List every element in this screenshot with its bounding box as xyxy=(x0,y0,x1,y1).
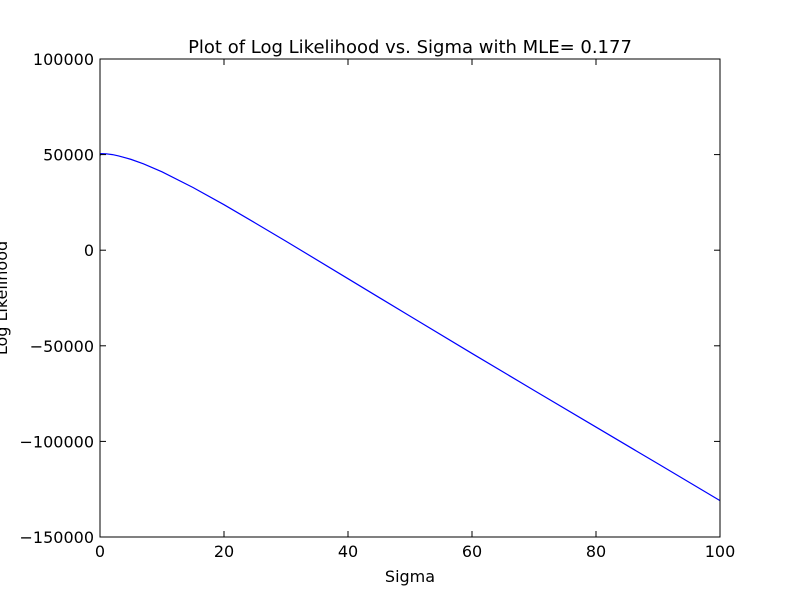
x-tick-label: 40 xyxy=(338,542,358,561)
x-tick-label: 60 xyxy=(462,542,482,561)
x-tick-label: 20 xyxy=(214,542,234,561)
y-tick-label: 100000 xyxy=(33,50,94,69)
y-tick-label: −100000 xyxy=(20,432,94,451)
plot-area: 0 20 40 60 80 100 −150000 −100000 −50000 0 50000 10… xyxy=(20,50,736,561)
y-tick-label: −150000 xyxy=(20,528,94,547)
y-tick-label: 50000 xyxy=(43,146,94,165)
y-axis-label: Log Likelihood xyxy=(0,241,11,355)
series-line-0 xyxy=(99,153,721,502)
x-axis-label: Sigma xyxy=(385,567,435,586)
y-tick-label: 0 xyxy=(84,241,94,260)
x-tick-label: 0 xyxy=(95,542,105,561)
x-tick-label: 100 xyxy=(705,542,736,561)
plot-frame xyxy=(99,58,721,538)
x-tick-label: 80 xyxy=(586,542,606,561)
chart-title: Plot of Log Likelihood vs. Sigma with ML… xyxy=(188,37,632,58)
y-tick-label: −50000 xyxy=(30,337,94,356)
